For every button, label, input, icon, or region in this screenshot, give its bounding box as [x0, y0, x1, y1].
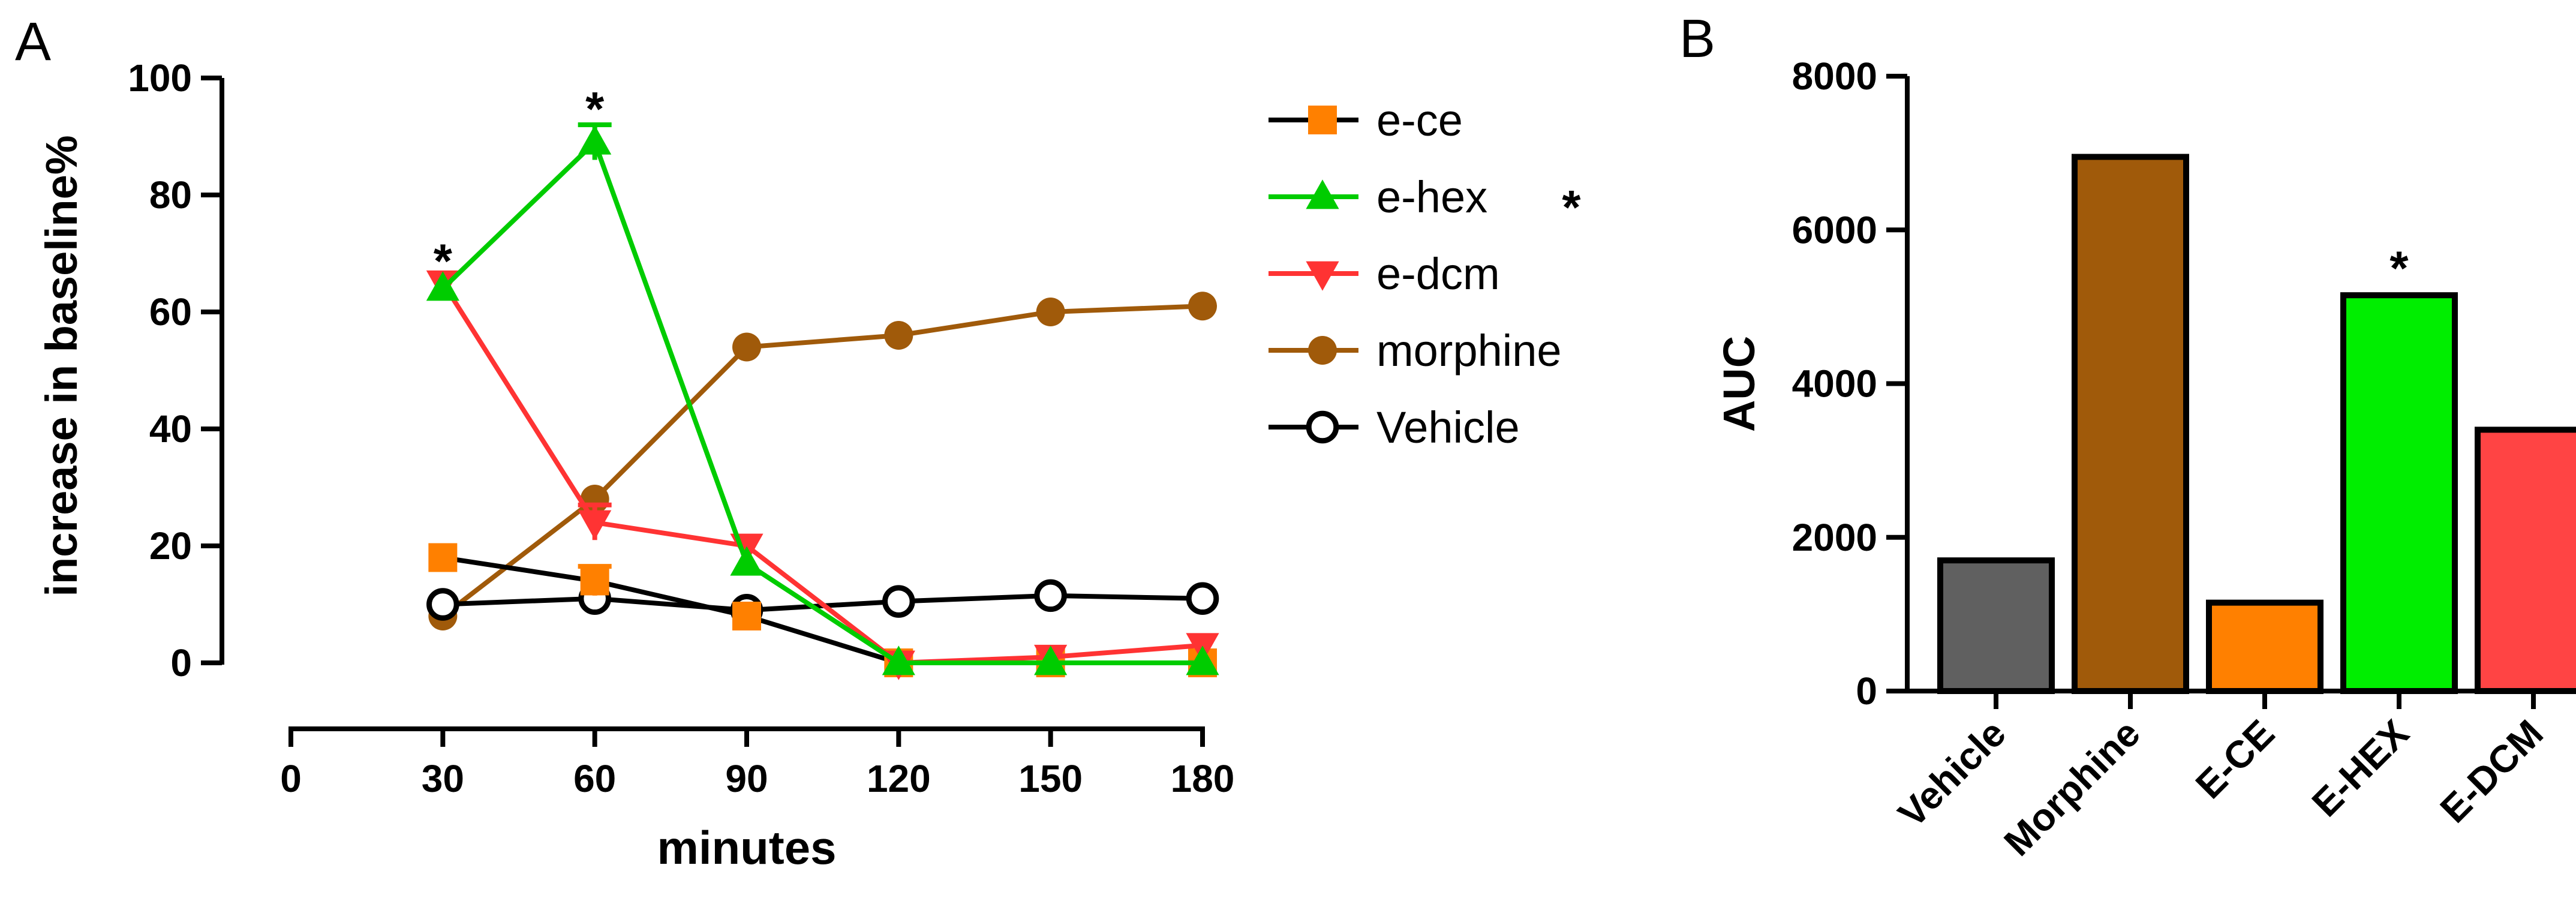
x-tick-label-150: 150	[1018, 757, 1083, 800]
legend-entry-e-ce: e-ce	[1269, 95, 1463, 145]
legend-entry-e-dcm: e-dcm	[1269, 249, 1500, 299]
point-e-hex-90	[730, 546, 764, 576]
bar-e-hex	[2340, 292, 2458, 694]
legend-marker-e-hex	[1306, 179, 1339, 209]
legend-label-e-ce: e-ce	[1376, 95, 1463, 145]
series-line-e-ce	[442, 555, 1203, 665]
legend-significance-star: *	[1562, 181, 1581, 234]
point-e-hex-30	[426, 271, 459, 301]
significance-star-bar-0: *	[2389, 242, 2409, 295]
x-tick-label-e-dcm: E-DCM	[2432, 711, 2551, 831]
y-tick-label-0: 0	[1856, 669, 1877, 713]
series-e-hex	[426, 122, 1219, 675]
y-tick-label-8000: 8000	[1792, 55, 1877, 98]
y-tick-label-0: 0	[170, 641, 192, 684]
point-e-hex-120	[882, 645, 915, 675]
legend-marker-vehicle	[1306, 410, 1339, 444]
y-axis-title: increase in baseline%	[37, 135, 86, 596]
y-tick-label-20: 20	[149, 524, 192, 567]
y-tick-label-60: 60	[149, 290, 192, 334]
series-e-dcm	[426, 270, 1219, 680]
significance-star-0: *	[434, 235, 453, 288]
bar-e-ce	[2206, 599, 2323, 694]
point-morphine-120	[884, 321, 913, 350]
series-line-e-dcm	[440, 281, 1203, 666]
x-tick-label-90: 90	[725, 757, 768, 800]
y-tick-label-2000: 2000	[1792, 516, 1877, 559]
x-tick-label-180: 180	[1171, 757, 1235, 800]
x-tick-label-e-ce: E-CE	[2187, 711, 2283, 807]
y-tick-label-40: 40	[149, 407, 192, 451]
point-morphine-150	[1036, 298, 1065, 326]
point-morphine-90	[732, 332, 761, 362]
legend-marker-e-dcm	[1306, 261, 1339, 291]
point-vehicle-180	[1186, 582, 1219, 615]
x-tick-label-0: 0	[280, 757, 302, 800]
y-axis-title: AUC	[1714, 336, 1764, 432]
x-tick-label-e-hex: E-HEX	[2304, 711, 2417, 825]
legend-label-morphine: morphine	[1376, 326, 1562, 376]
legend-entry-morphine: morphine	[1269, 326, 1562, 376]
x-tick-label-30: 30	[422, 757, 464, 800]
legend-label-e-hex: e-hex	[1376, 172, 1487, 222]
series-vehicle	[426, 579, 1219, 627]
y-tick-label-6000: 6000	[1792, 208, 1877, 251]
panel-label-b: B	[1679, 9, 1715, 69]
legend-marker-e-ce	[1308, 106, 1337, 134]
x-tick-label-morphine: Morphine	[1995, 711, 2148, 864]
series-line-e-hex	[441, 138, 1203, 665]
point-e-hex-180	[1186, 645, 1219, 675]
series-morphine	[428, 292, 1217, 630]
bar-morphine	[2072, 154, 2189, 694]
point-e-ce-90	[732, 602, 761, 630]
y-tick-label-4000: 4000	[1792, 362, 1877, 406]
point-vehicle-30	[426, 588, 459, 621]
series-e-ce	[428, 543, 1217, 677]
legend-marker-morphine	[1308, 336, 1337, 365]
y-tick-label-100: 100	[128, 56, 192, 100]
line-chart-panel-a: 0 20 40 60 80 100 0 30 60 90 120 150 180 minutes incre…	[37, 56, 1581, 874]
bar-e-dcm	[2475, 427, 2576, 694]
x-tick-label-120: 120	[867, 757, 931, 800]
x-axis-title: minutes	[657, 821, 836, 874]
bar-vehicle	[1937, 557, 2055, 694]
point-vehicle-120	[882, 585, 915, 618]
x-tick-label-vehicle: Vehicle	[1890, 711, 2014, 836]
point-e-hex-60	[578, 125, 612, 155]
point-vehicle-150	[1034, 579, 1067, 612]
x-tick-label-60: 60	[573, 757, 616, 800]
point-e-hex-150	[1034, 645, 1068, 675]
legend-entry-e-hex: e-hex	[1269, 172, 1487, 222]
point-morphine-180	[1188, 292, 1217, 321]
legend-label-e-dcm: e-dcm	[1376, 249, 1500, 299]
series-line-morphine	[441, 304, 1203, 618]
point-e-ce-30	[428, 543, 458, 572]
panel-label-a: A	[15, 12, 51, 72]
point-e-ce-60	[580, 566, 609, 596]
legend-label-vehicle: Vehicle	[1376, 403, 1520, 452]
y-tick-label-80: 80	[149, 173, 192, 217]
point-e-dcm-60	[578, 510, 612, 540]
significance-star-1: *	[585, 82, 605, 136]
legend-entry-vehicle: Vehicle	[1269, 403, 1520, 452]
